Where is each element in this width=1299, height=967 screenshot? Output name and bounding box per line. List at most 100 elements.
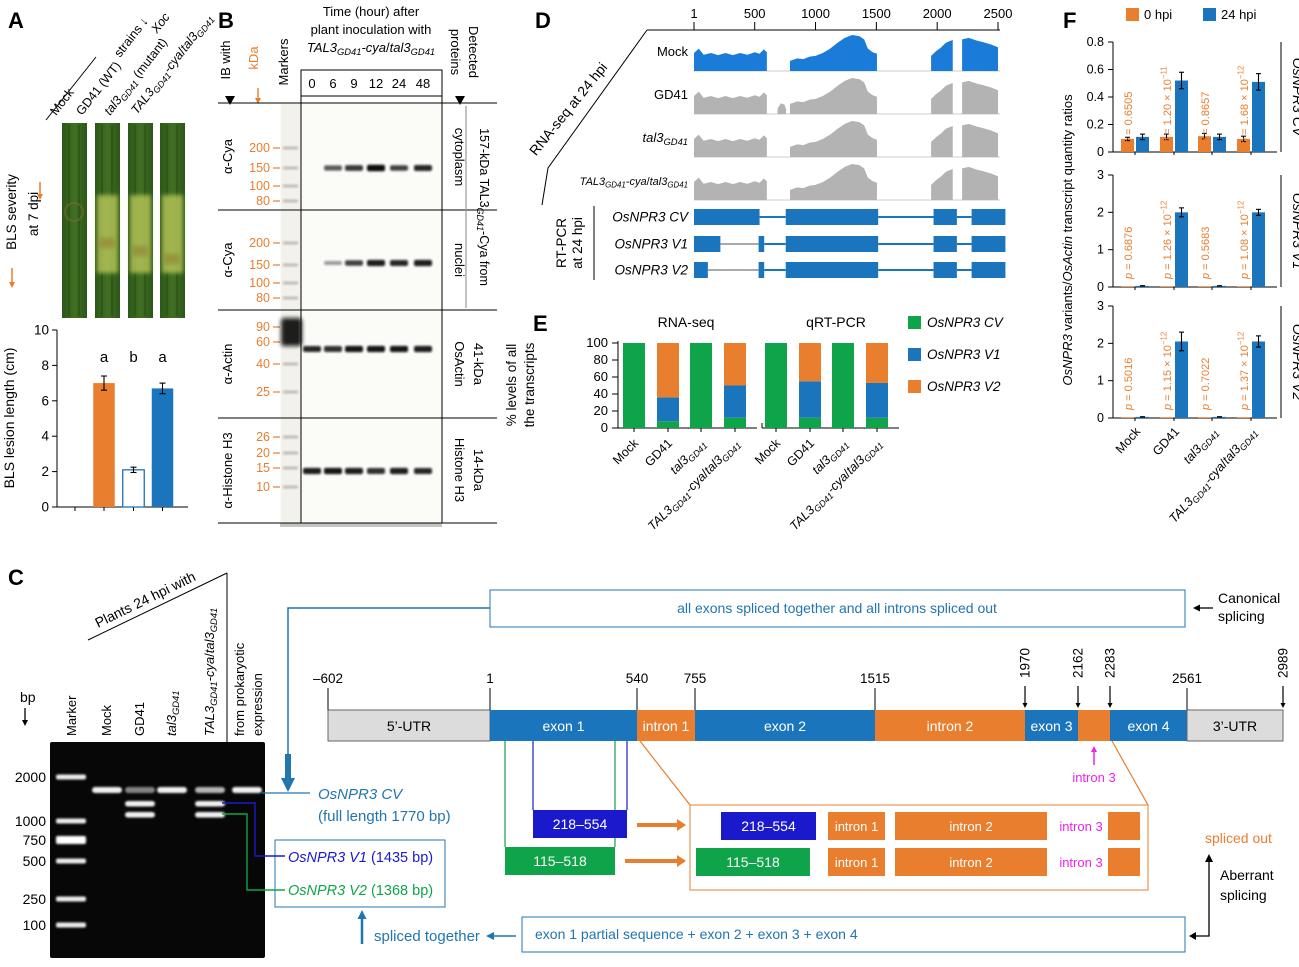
e-ytick: 0 — [601, 420, 608, 435]
e-ylabel: the transcripts — [522, 342, 537, 427]
ladder-bp-label: 500 — [23, 853, 47, 869]
ladder-bp-label: 250 — [23, 891, 47, 907]
arrow-up-icon — [357, 910, 367, 919]
b-header: Time (hour) after — [323, 4, 420, 19]
stacked-bar-orange — [799, 343, 821, 382]
wb-band — [303, 467, 321, 475]
legend-swatch — [908, 316, 921, 329]
stacked-bar-green — [623, 343, 645, 428]
leaf-lesion-spot — [132, 246, 148, 256]
e-ytick: 80 — [594, 352, 608, 367]
deletion-block — [721, 812, 816, 840]
exon-block — [933, 262, 957, 278]
proteins-label: proteins — [448, 29, 463, 76]
p-value: p = 0.6876 — [1123, 227, 1135, 280]
f-ytick: 0.2 — [1087, 118, 1104, 132]
kda-label: kDa — [246, 46, 261, 70]
rtpcr-label: RT-PCR — [554, 218, 569, 268]
track-label: Mock — [657, 44, 689, 59]
legend-label: OsNPR3 CV — [927, 315, 1005, 330]
wb-band — [414, 164, 432, 172]
wb-band — [324, 165, 342, 171]
arrow-down-icon — [9, 282, 15, 288]
gene-segment-exon — [490, 710, 637, 741]
blot-membrane — [280, 310, 442, 418]
exon-block — [694, 209, 760, 225]
bar-tal3GD41 — [122, 469, 145, 508]
p-value: p = 1.15 × 10−12 — [1160, 332, 1174, 411]
wb-band — [390, 345, 408, 353]
panel-f: F 0 hpi 24 hpi OsNPR3 variants/OsActin tran… — [1060, 7, 1299, 526]
leaf-lesion — [130, 195, 151, 273]
wb-band — [367, 345, 385, 353]
wb-band — [345, 165, 363, 171]
f-ytick: 2 — [1097, 336, 1104, 350]
arrow-down-icon — [281, 778, 295, 792]
wb-band — [390, 467, 408, 475]
gene-segment-intron — [875, 710, 1025, 741]
blot-membrane — [280, 210, 442, 310]
legend-label: OsNPR3 V1 — [927, 347, 1001, 362]
gene-segment-intron — [1078, 710, 1110, 741]
gene-segment-utr — [1186, 709, 1284, 742]
cv-arrow-shaft — [285, 754, 291, 778]
bar-0hpi — [1198, 136, 1211, 152]
arrow-down-icon — [1107, 703, 1113, 708]
marker-band — [283, 451, 298, 455]
coverage-track — [789, 121, 877, 157]
wb-band — [390, 259, 408, 267]
detected-protein-label: 157-kDa TAL3GD41-Cya from — [475, 128, 491, 286]
exon-block — [785, 236, 879, 252]
gel-lane-label: from prokaryotic — [232, 642, 247, 736]
intron-block — [895, 848, 1047, 876]
f-ylabel: OsNPR3 variants/OsActin transcript quant… — [1060, 94, 1075, 386]
bar-24hpi — [1175, 80, 1188, 152]
marker-band — [283, 166, 298, 170]
d-scale-tick: 1500 — [862, 6, 891, 21]
kda-mark: 40 — [256, 357, 270, 371]
sig-letter: a — [100, 349, 109, 366]
kda-mark: 20 — [256, 446, 270, 460]
v2-label: OsNPR3 V2 (1368 bp) — [288, 883, 433, 899]
gel-band — [232, 787, 262, 793]
kda-mark: 200 — [249, 141, 270, 155]
leaf-lesion — [97, 195, 118, 273]
f-ytick: 3 — [1097, 168, 1104, 182]
time-point: 0 — [308, 76, 315, 91]
exon-block — [933, 209, 957, 225]
model-label: OsNPR3 CV — [612, 210, 690, 225]
marker-band — [283, 263, 298, 267]
marker-band — [283, 362, 298, 366]
gel-band — [92, 787, 122, 793]
f-ytick: 1 — [1097, 374, 1104, 388]
coverage-track — [789, 164, 877, 200]
e-ytick: 60 — [594, 369, 608, 384]
canonical-label: splicing — [1218, 608, 1265, 624]
gel-lane-label: TAL3GD41-cya/tal3GD41 — [202, 608, 219, 736]
bar-24hpi — [1252, 212, 1265, 287]
legend-swatch — [908, 380, 921, 393]
triangle-down-icon — [225, 96, 235, 105]
panel-d-label: D — [535, 8, 551, 33]
xoc-label: Xoc — [148, 10, 173, 37]
d-scale-tick: 1 — [690, 6, 697, 21]
panel-b-label: B — [218, 8, 234, 33]
legend-label: 24 hpi — [1221, 7, 1257, 22]
f-ytick: 3 — [1097, 299, 1104, 313]
bar-0hpi — [1198, 417, 1211, 418]
mock-inoculation-ring — [64, 202, 84, 222]
stacked-bar-green — [799, 417, 821, 428]
d-scale-tick: 1000 — [801, 6, 830, 21]
time-point: 6 — [329, 76, 336, 91]
spliced-together-label: spliced together — [374, 928, 480, 945]
gel-band — [195, 812, 225, 818]
panel-f-label: F — [1063, 8, 1076, 33]
coverage-track — [789, 78, 877, 114]
arrow-left-icon — [1193, 604, 1200, 612]
v2-deletion-label: 115–518 — [533, 853, 587, 869]
bar-24hpi — [1213, 136, 1226, 152]
coordinate-label: 1 — [486, 671, 494, 686]
coordinate-label: 1515 — [860, 671, 890, 686]
triangle-down-icon — [455, 96, 465, 105]
